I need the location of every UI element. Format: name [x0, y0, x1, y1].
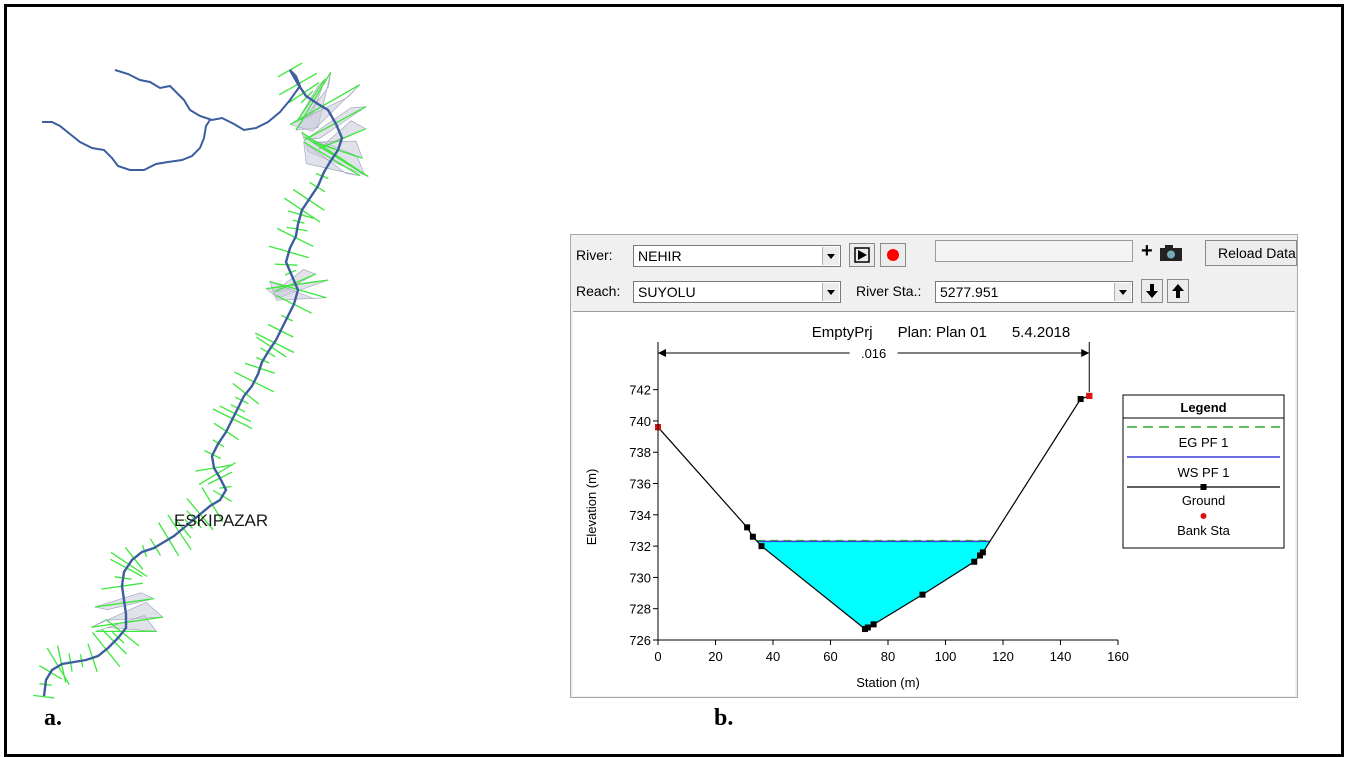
- y-tick-label: 730: [629, 570, 651, 585]
- legend-ws-label: WS PF 1: [1177, 465, 1229, 480]
- chevron-down-icon[interactable]: [822, 283, 839, 301]
- tributary-upper: [114, 69, 302, 132]
- next-up-button[interactable]: [1167, 279, 1189, 303]
- town-label: ESKIPAZAR: [174, 511, 268, 530]
- legend-bank-marker: [1200, 513, 1207, 519]
- x-tick-label: 20: [708, 649, 722, 664]
- ground-point: [971, 558, 978, 565]
- manning-arrow-right: [1081, 349, 1090, 357]
- play-icon: [854, 247, 870, 263]
- legend-eg-label: EG PF 1: [1179, 435, 1229, 450]
- x-tick-label: 80: [881, 649, 895, 664]
- river-sta-value: 5277.951: [940, 284, 999, 300]
- camera-icon: [1160, 245, 1182, 261]
- x-tick-label: 140: [1050, 649, 1072, 664]
- x-axis-label: Station (m): [856, 675, 920, 690]
- manning-arrow-left: [658, 349, 666, 357]
- river-sta-select[interactable]: 5277.951: [935, 281, 1133, 303]
- bank-station-point: [1086, 392, 1093, 399]
- y-tick-label: 742: [629, 383, 651, 398]
- panel-a-label: a.: [44, 705, 62, 731]
- water-fill: [757, 541, 990, 629]
- arrow-up-icon: [1172, 284, 1184, 298]
- y-tick-label: 734: [629, 508, 651, 523]
- y-tick-label: 726: [629, 633, 651, 648]
- y-tick-label: 728: [629, 602, 651, 617]
- y-tick-label: 740: [629, 414, 651, 429]
- x-tick-label: 40: [766, 649, 780, 664]
- chart-title: EmptyPrj Plan: Plan 01 5.4.2018: [812, 324, 1070, 341]
- y-tick-label: 732: [629, 539, 651, 554]
- legend-ground-marker: [1200, 484, 1207, 490]
- river-map: ESKIPAZAR: [33, 62, 369, 699]
- tributary-lower: [42, 119, 211, 171]
- reach-label: Reach:: [576, 283, 621, 299]
- add-button[interactable]: +: [1141, 240, 1153, 262]
- y-tick-label: 736: [629, 477, 651, 492]
- plot-name-field[interactable]: [935, 240, 1133, 262]
- ground-point: [870, 621, 877, 628]
- legend-box: [1122, 394, 1285, 549]
- record-button[interactable]: [880, 243, 906, 267]
- x-tick-label: 160: [1107, 649, 1129, 664]
- ground-point: [1077, 396, 1084, 403]
- river-label: River:: [576, 247, 613, 263]
- plot-area: EmptyPrj Plan: Plan 01 5.4.2018 0 20 40 60 80…: [573, 311, 1295, 696]
- river-select-value: NEHIR: [638, 248, 682, 264]
- ground-point: [977, 552, 983, 559]
- legend-ground-label: Ground: [1182, 493, 1225, 508]
- next-down-button[interactable]: [1141, 279, 1163, 303]
- ground-point: [864, 624, 871, 631]
- y-tick-label: 738: [629, 445, 651, 460]
- reload-data-button[interactable]: Reload Data: [1205, 240, 1297, 266]
- cross-section-chart: EmptyPrj Plan: Plan 01 5.4.2018 0 20 40 60 80…: [584, 324, 1285, 690]
- river-sta-label: River Sta.:: [856, 283, 922, 299]
- chevron-down-icon[interactable]: [822, 247, 839, 265]
- record-icon: [887, 249, 899, 261]
- ground-point: [744, 524, 751, 531]
- panel-b-label: b.: [714, 705, 734, 731]
- ground-point: [749, 533, 756, 540]
- ground-point: [919, 591, 926, 598]
- manning-n-label: .016: [861, 346, 886, 361]
- play-button[interactable]: [849, 243, 875, 267]
- arrow-down-icon: [1146, 284, 1158, 298]
- camera-button[interactable]: [1157, 243, 1185, 263]
- cross-section-line: [33, 694, 55, 699]
- chevron-down-icon[interactable]: [1114, 283, 1131, 301]
- reach-select[interactable]: SUYOLU: [633, 281, 841, 303]
- legend-title: Legend: [1180, 400, 1226, 415]
- river-select[interactable]: NEHIR: [633, 245, 841, 267]
- x-tick-label: 120: [992, 649, 1014, 664]
- river-main-channel: [42, 69, 344, 697]
- y-axis-label: Elevation (m): [584, 469, 599, 546]
- cross-section-line: [289, 84, 361, 126]
- x-tick-label: 60: [823, 649, 837, 664]
- reach-select-value: SUYOLU: [638, 284, 696, 300]
- cross-section-line: [266, 279, 328, 290]
- ground-point: [979, 549, 986, 556]
- legend-bank-label: Bank Sta: [1177, 523, 1231, 538]
- x-tick-label: 0: [654, 649, 661, 664]
- x-tick-label: 100: [935, 649, 957, 664]
- ground-point: [758, 543, 765, 550]
- cross-section-window: River: NEHIR + Reload Data Reach: SUYOLU…: [570, 234, 1298, 698]
